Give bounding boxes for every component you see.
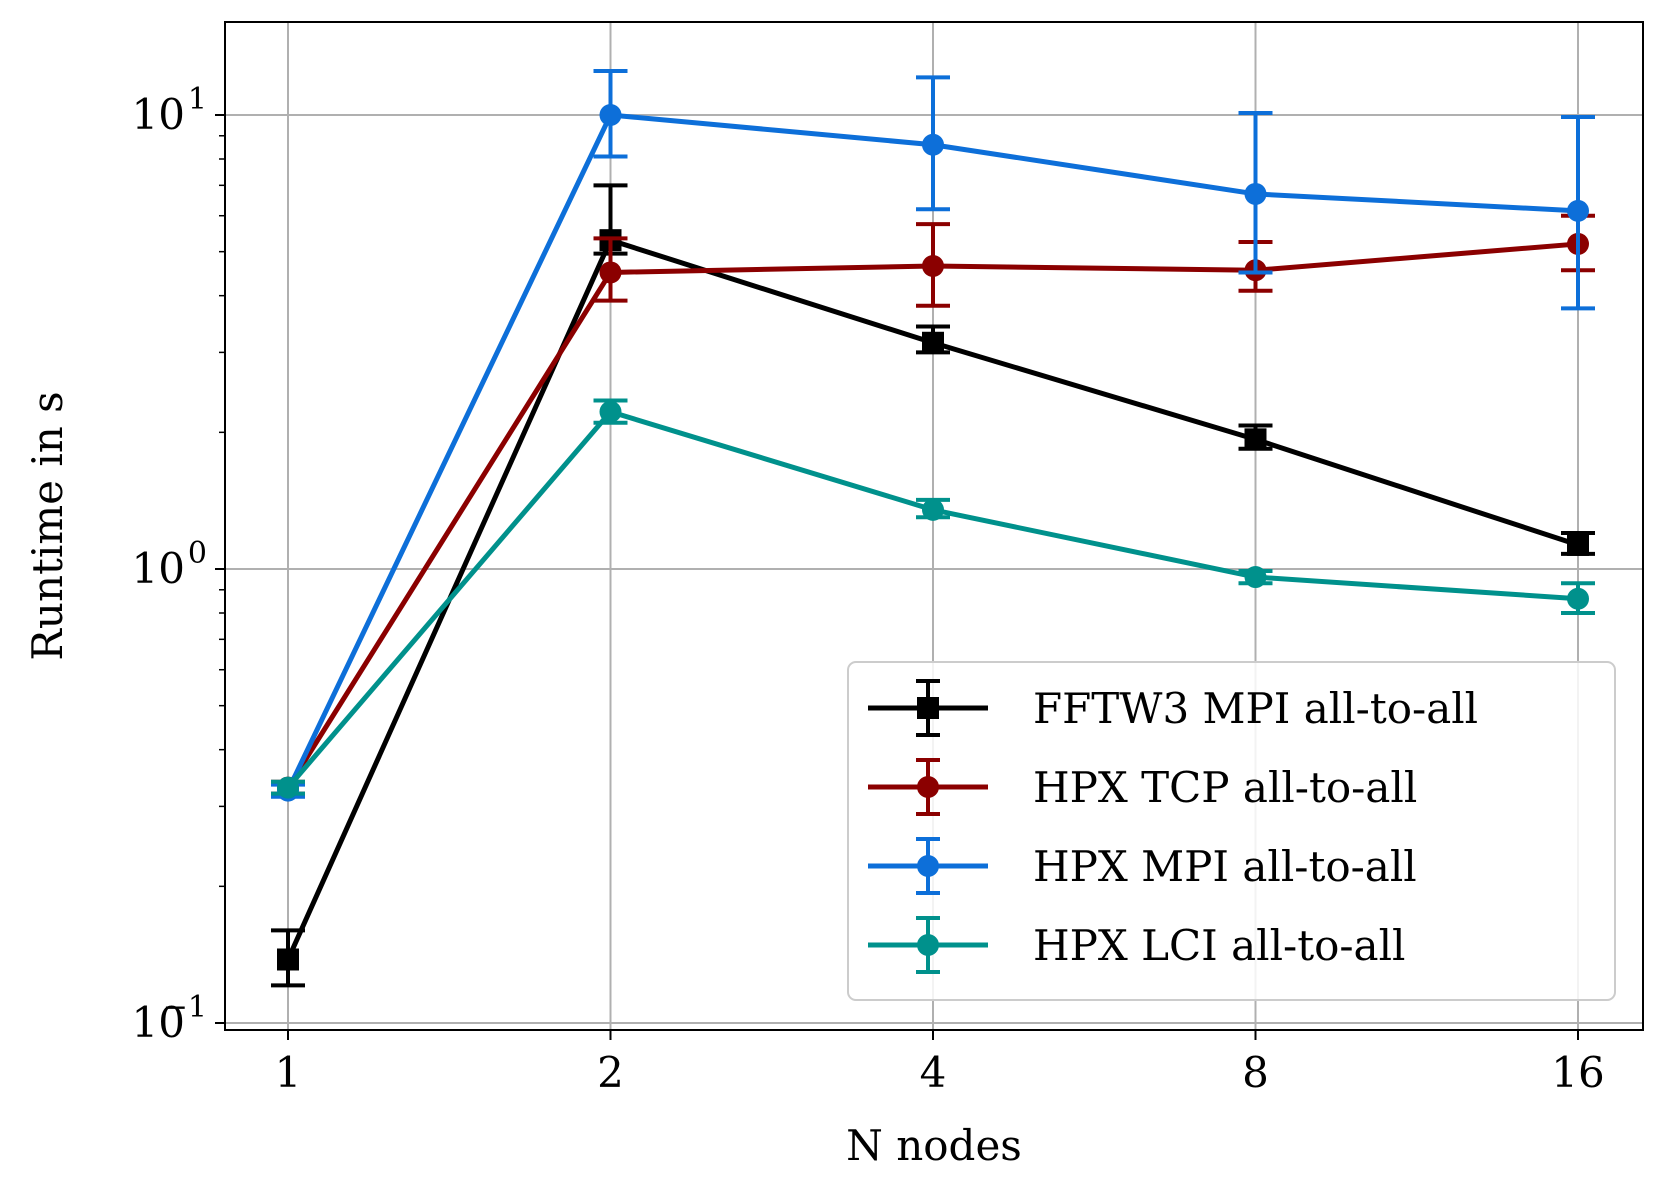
- y-tick-label: 10: [132, 998, 185, 1047]
- y-tick-exponent: −1: [163, 990, 207, 1025]
- legend-box: [847, 661, 1616, 1001]
- series-layer: [271, 69, 1595, 988]
- data-point: [1567, 199, 1589, 222]
- legend-marker: [917, 776, 939, 798]
- y-tick-exponent: 0: [188, 536, 207, 571]
- legend: FFTW3 MPI all-to-all HPX TCP all-to-all HP…: [847, 661, 1616, 1001]
- data-point: [1244, 428, 1267, 451]
- data-point: [1244, 182, 1267, 205]
- y-axis-label: Runtime in s: [23, 391, 72, 660]
- legend-label: HPX TCP all-to-all: [1033, 763, 1417, 812]
- data-point: [599, 400, 622, 423]
- y-tick-exponent: 1: [188, 82, 207, 117]
- x-tick-label: 2: [597, 1048, 624, 1097]
- legend-entry: FFTW3 MPI all-to-all: [868, 679, 1478, 737]
- x-axis-label: N nodes: [846, 1121, 1022, 1170]
- legend-label: FFTW3 MPI all-to-all: [1033, 684, 1478, 733]
- series-hpx-lci-all-to-all: [271, 398, 1595, 799]
- data-point: [599, 261, 622, 284]
- y-tick-label: 10: [132, 544, 185, 593]
- data-point: [1244, 566, 1267, 589]
- data-point: [922, 254, 944, 277]
- legend-label: HPX MPI all-to-all: [1033, 842, 1417, 891]
- data-point: [922, 331, 944, 354]
- data-point: [1567, 587, 1589, 610]
- y-tick-label: 10: [132, 90, 185, 139]
- x-tick-label: 4: [920, 1048, 947, 1097]
- data-point: [599, 104, 622, 126]
- x-tick-label: 16: [1551, 1048, 1604, 1097]
- legend-label: HPX LCI all-to-all: [1033, 921, 1405, 970]
- x-axis-ticks: 1 2 4 8 16: [275, 1030, 1605, 1097]
- legend-marker: [917, 934, 939, 956]
- data-point: [922, 133, 944, 156]
- x-tick-label: 8: [1242, 1048, 1269, 1097]
- data-point: [922, 498, 944, 521]
- legend-entry: HPX LCI all-to-all: [868, 916, 1405, 974]
- data-point: [277, 776, 299, 799]
- legend-marker: [917, 697, 939, 719]
- legend-entry: HPX TCP all-to-all: [868, 758, 1417, 816]
- legend-marker: [917, 855, 939, 877]
- legend-entry: HPX MPI all-to-all: [868, 837, 1417, 895]
- x-tick-label: 1: [275, 1048, 302, 1097]
- data-point: [277, 948, 299, 971]
- data-point: [1567, 533, 1589, 556]
